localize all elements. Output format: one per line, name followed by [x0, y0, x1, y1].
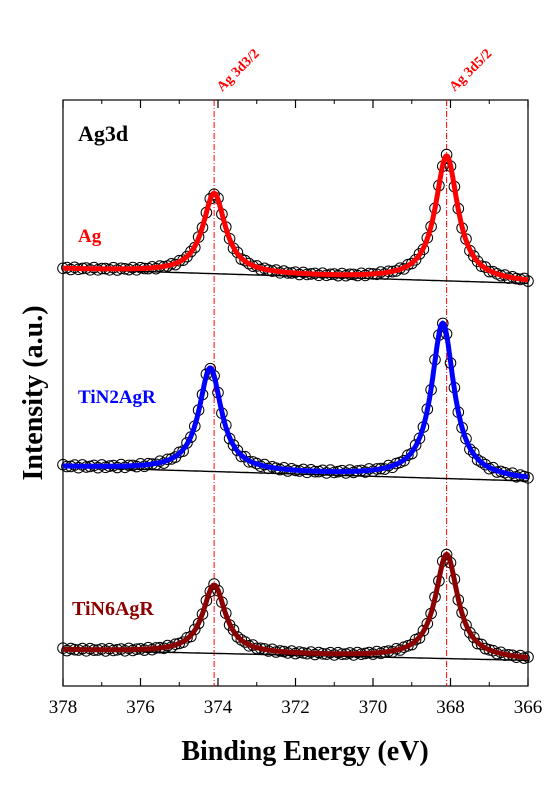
data-point	[231, 246, 244, 259]
data-point	[479, 458, 492, 471]
data-point	[475, 260, 488, 273]
data-point	[475, 456, 488, 468]
series-label: Ag	[78, 226, 102, 247]
x-tick-label: 370	[359, 697, 388, 718]
x-axis-label: Binding Energy (eV)	[181, 736, 428, 767]
data-point	[440, 548, 453, 561]
data-point	[239, 636, 251, 648]
data-point	[417, 624, 430, 637]
data-point	[413, 248, 426, 260]
x-tick-label: 368	[436, 697, 465, 718]
data-point	[189, 623, 201, 636]
x-tick-label: 376	[126, 697, 155, 718]
data-point	[239, 254, 251, 267]
data-point	[231, 444, 244, 457]
reference-label: Ag 3d3/2	[214, 47, 262, 95]
data-point	[185, 245, 197, 258]
series-label: TiN6AgR	[72, 598, 154, 620]
panel-label: Ag3d	[78, 121, 128, 146]
series-line	[61, 320, 530, 480]
x-tick-label: 378	[49, 697, 78, 718]
data-point	[208, 578, 220, 590]
data-point	[406, 257, 418, 270]
x-axis: 378 376 374 372 370 368 366	[49, 100, 543, 718]
y-axis-label: Intensity (a.u.)	[18, 305, 49, 480]
series-line	[61, 153, 530, 283]
data-point	[413, 632, 426, 644]
data-point	[204, 362, 217, 375]
data-point	[185, 630, 197, 643]
data-point	[409, 253, 422, 266]
x-tick-label: 366	[514, 697, 543, 718]
x-tick-label: 372	[281, 697, 310, 718]
series-label: TiN2AgR	[78, 387, 156, 408]
reference-label: Ag 3d5/2	[447, 47, 495, 95]
data-point	[208, 188, 220, 201]
series-layer	[57, 148, 534, 664]
data-point	[468, 631, 480, 644]
series-line	[61, 551, 530, 660]
series-labels: Ag TiN2AgR TiN6AgR	[72, 226, 156, 620]
x-tick-label: 374	[204, 697, 233, 718]
